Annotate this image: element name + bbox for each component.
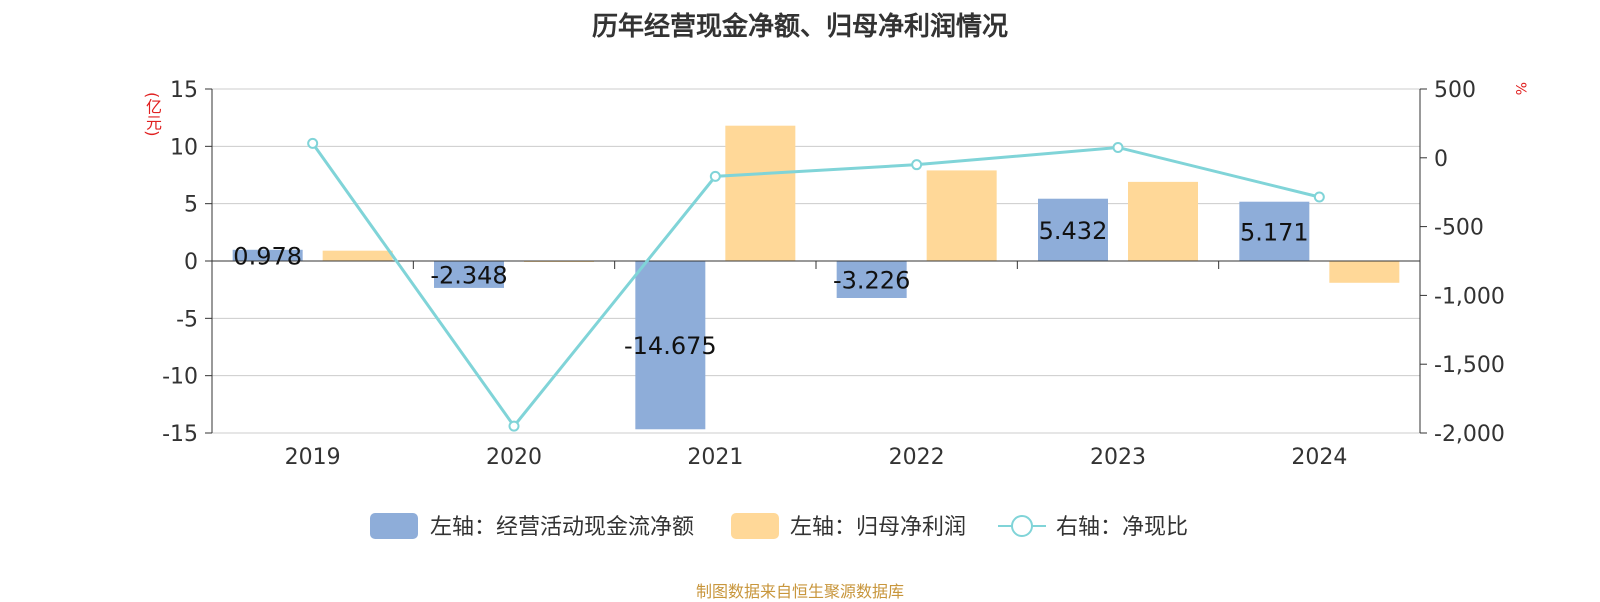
cash-flow-data-label: 0.978: [233, 242, 302, 270]
net-cash-ratio-point: [709, 170, 721, 182]
right-axis-tick-label: -1,000: [1434, 284, 1505, 309]
net-profit-bar: [322, 250, 393, 261]
cash-flow-bar: [232, 249, 303, 261]
cash-flow-data-label: -2.348: [430, 261, 507, 289]
net-cash-ratio-point: [508, 420, 520, 432]
x-axis-tick-label: 2022: [889, 445, 945, 470]
cash-flow-bar: [434, 261, 504, 288]
left-axis-tick-label: 0: [184, 250, 198, 275]
net-profit-bar: [1128, 181, 1198, 261]
source-note: 制图数据来自恒生聚源数据库: [695, 582, 904, 601]
cash-flow-bar: [1038, 198, 1108, 261]
legend-marker-net-cash-ratio: [1011, 515, 1033, 537]
chart-title: 历年经营现金净额、归母净利润情况: [591, 12, 1008, 42]
left-axis-tick-label: -15: [162, 422, 198, 447]
cash-flow-bar: [1239, 201, 1310, 261]
x-axis-tick-label: 2020: [486, 445, 542, 470]
right-axis-tick-label: 0: [1434, 147, 1448, 172]
left-axis-unit: (亿元): [143, 92, 162, 137]
right-axis-tick-label: -2,000: [1434, 422, 1505, 447]
net-cash-ratio-point: [1313, 191, 1325, 203]
x-axis-tick-label: 2023: [1090, 445, 1146, 470]
legend-label-cash-flow: 左轴：经营活动现金流净额: [430, 515, 694, 540]
net-cash-ratio-point: [307, 137, 319, 149]
right-axis-tick-label: -1,500: [1434, 353, 1505, 378]
legend-swatch-cash-flow: [370, 513, 418, 539]
net-profit-bar: [1329, 261, 1400, 283]
legend-label-net-cash-ratio: 右轴：净现比: [1056, 515, 1188, 540]
legend-swatch-net-profit: [731, 513, 779, 539]
left-axis-tick-label: -5: [176, 307, 198, 332]
x-axis-tick-label: 2019: [285, 445, 341, 470]
x-axis-tick-label: 2021: [687, 445, 743, 470]
cash-flow-bar: [635, 261, 706, 430]
cash-flow-data-label: -3.226: [833, 266, 910, 294]
left-axis-tick-label: 5: [184, 193, 198, 218]
x-axis-tick-label: 2024: [1291, 445, 1347, 470]
legend-label-net-profit: 左轴：归母净利润: [790, 515, 966, 540]
net-profit-bar: [926, 170, 997, 261]
left-axis-tick-label: -10: [162, 365, 198, 390]
net-cash-ratio-point: [911, 159, 923, 171]
net-cash-ratio-point: [1112, 141, 1124, 153]
net-cash-ratio-line: [311, 142, 1320, 429]
right-axis-tick-label: -500: [1434, 216, 1484, 241]
cash-flow-data-label: 5.432: [1039, 217, 1108, 245]
cash-flow-data-label: 5.171: [1240, 218, 1309, 246]
net-profit-bar: [725, 125, 796, 262]
right-axis-tick-label: 500: [1434, 78, 1476, 103]
left-axis-tick-label: 10: [170, 135, 198, 160]
cash-flow-data-label: -14.675: [624, 332, 717, 360]
left-axis-tick-label: 15: [170, 78, 198, 103]
cash-flow-bar: [836, 261, 907, 298]
